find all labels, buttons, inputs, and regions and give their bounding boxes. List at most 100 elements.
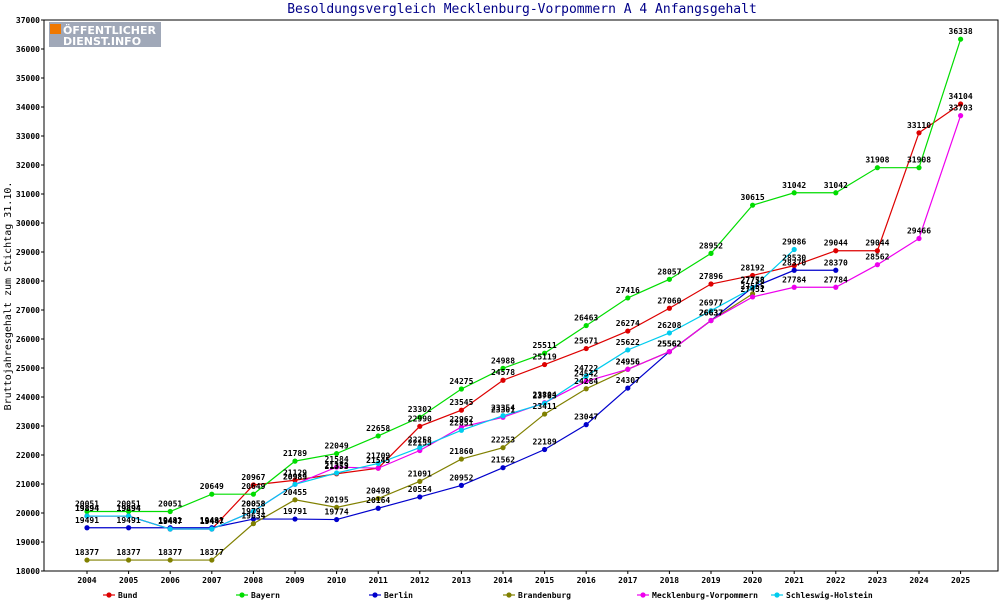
x-tick-label: 2013: [452, 576, 471, 585]
data-label: 19894: [75, 504, 99, 513]
data-label: 26977: [699, 299, 723, 308]
plot-frame: [43, 19, 999, 572]
data-label: 18377: [117, 548, 141, 557]
series-line: [87, 39, 962, 513]
axes: 18000 19000 20000 21000 22000 23000 24000 25000…: [16, 16, 999, 585]
data-point: [167, 526, 173, 532]
data-point: [167, 508, 173, 515]
data-point: [625, 328, 631, 334]
logo-line-2: DIENST.INFO: [63, 35, 141, 48]
legend-label: Schleswig-Holstein: [786, 590, 873, 600]
legend-item: Schleswig-Holstein: [771, 590, 873, 600]
x-tick-label: 2022: [826, 576, 845, 585]
data-label: 28562: [865, 253, 889, 262]
x-tick-label: 2008: [244, 576, 263, 585]
data-label: 18377: [75, 548, 99, 557]
data-label: 27784: [782, 275, 806, 284]
x-tick-label: 2014: [493, 576, 512, 585]
data-point: [500, 445, 506, 451]
data-label: 19447: [200, 517, 224, 526]
data-label: 25671: [574, 337, 598, 346]
data-label: 24542: [574, 369, 598, 378]
data-point: [250, 521, 256, 527]
data-point: [666, 330, 673, 336]
series-schleswig-holstein: [84, 246, 797, 532]
data-point: [666, 305, 673, 311]
data-point: [334, 516, 340, 523]
data-label: 18377: [200, 548, 224, 557]
series-line: [87, 115, 962, 530]
data-point: [874, 262, 881, 268]
data-label: 19447: [158, 517, 182, 526]
y-tick-label: 23000: [16, 422, 40, 431]
data-point: [542, 361, 548, 368]
data-point: [458, 386, 464, 392]
data-labels: 19894 19894 19447 19447 20967 21129 21353 21545…: [75, 27, 973, 557]
data-label: 24284: [574, 377, 598, 386]
data-label: 19791: [241, 507, 265, 516]
data-label: 22253: [491, 436, 515, 445]
y-tick-label: 21000: [16, 480, 40, 489]
data-label: 19447: [158, 517, 182, 526]
data-label: 27778: [741, 275, 765, 284]
data-point: [750, 272, 756, 279]
y-tick-label: 25000: [16, 364, 40, 373]
y-tick-label: 31000: [16, 190, 40, 199]
data-label: 20498: [366, 487, 390, 496]
data-point: [916, 235, 922, 242]
data-point: [666, 349, 673, 355]
data-label: 31042: [782, 181, 806, 190]
data-label: 20051: [158, 500, 182, 509]
data-point: [666, 276, 673, 282]
data-point: [625, 347, 631, 353]
data-label: 26463: [574, 314, 598, 323]
data-label: 21860: [449, 447, 473, 456]
data-label: 25562: [657, 340, 681, 349]
data-label: 29044: [824, 239, 848, 248]
data-point: [334, 470, 340, 476]
series-line: [87, 249, 795, 530]
data-label: 21091: [408, 469, 432, 478]
data-point: [750, 202, 756, 208]
x-tick-label: 2024: [909, 576, 928, 585]
data-label: 21545: [366, 456, 390, 465]
data-point: [417, 423, 423, 429]
data-label: 24307: [616, 376, 640, 385]
data-label: 33110: [907, 121, 931, 130]
data-label: 19634: [241, 512, 265, 521]
data-label: 21584: [325, 455, 349, 464]
data-point: [375, 433, 381, 439]
data-label: 20967: [241, 473, 265, 482]
data-point: [958, 113, 964, 119]
data-label: 21562: [491, 456, 515, 465]
data-point: [417, 414, 423, 420]
legend-item: Bayern: [236, 591, 280, 600]
data-point: [375, 460, 381, 467]
data-point: [250, 516, 256, 522]
data-label: 20989: [283, 472, 307, 481]
y-tick-label: 32000: [16, 161, 40, 170]
y-tick-label: 26000: [16, 335, 40, 344]
y-tick-label: 33000: [16, 132, 40, 141]
data-point: [458, 407, 464, 413]
data-point: [458, 427, 464, 433]
series-bayern: [84, 36, 964, 515]
data-label: 25511: [533, 341, 557, 350]
data-point: [583, 322, 589, 329]
data-point: [708, 250, 714, 256]
data-label: 31042: [824, 181, 848, 190]
data-point: [417, 494, 423, 500]
data-label: 20455: [283, 488, 307, 497]
data-point: [791, 284, 797, 290]
legend-item: Berlin: [369, 590, 413, 600]
data-point: [625, 385, 631, 391]
data-point: [833, 190, 839, 196]
data-label: 20164: [366, 496, 390, 505]
data-label: 23545: [449, 398, 473, 407]
data-label: 19447: [158, 517, 182, 526]
y-tick-label: 27000: [16, 306, 40, 315]
data-point: [84, 525, 90, 531]
data-label: 20649: [200, 482, 224, 491]
data-point: [625, 295, 631, 301]
